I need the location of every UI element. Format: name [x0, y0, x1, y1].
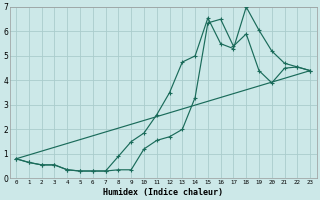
X-axis label: Humidex (Indice chaleur): Humidex (Indice chaleur)	[103, 188, 223, 197]
